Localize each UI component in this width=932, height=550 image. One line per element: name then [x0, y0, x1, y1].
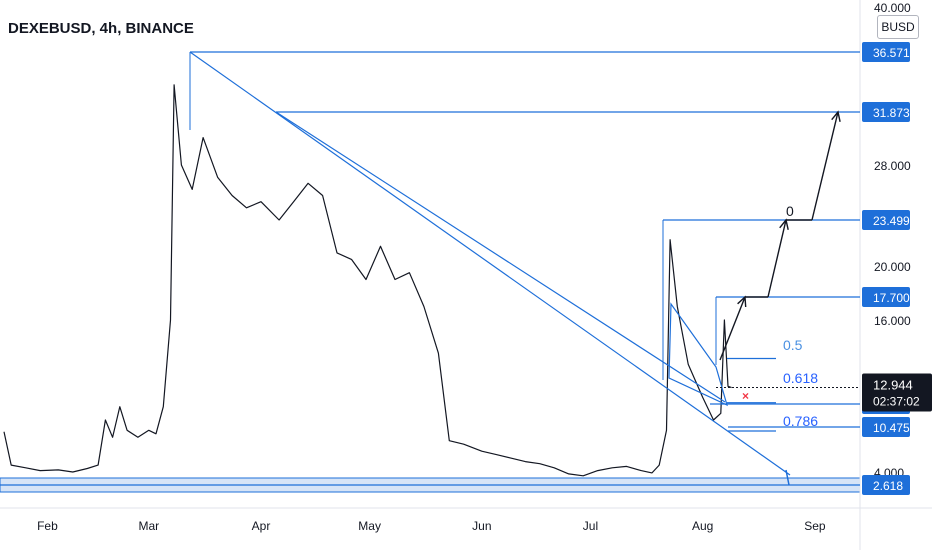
level-badge-31-873 — [862, 102, 910, 122]
level-badge-label-2-618: 2.618 — [873, 479, 903, 493]
y-tick-40-000: 40.000 — [874, 1, 911, 15]
projection-arrow-3 — [811, 111, 839, 221]
x-tick-sep: Sep — [804, 519, 826, 533]
x-tick-jun: Jun — [472, 519, 491, 533]
level-badge-label-10-475: 10.475 — [873, 421, 910, 435]
x-tick-apr: Apr — [252, 519, 271, 533]
x-tick-mar: Mar — [138, 519, 159, 533]
x-tick-may: May — [358, 519, 381, 533]
fib-label-0: 0 — [786, 203, 794, 219]
level-badge-label-17-700: 17.700 — [873, 291, 910, 305]
projection-arrow-3-head — [831, 110, 841, 122]
projection-leg-1 — [719, 339, 729, 361]
x-tick-aug: Aug — [692, 519, 713, 533]
level-badge-10-475 — [862, 417, 910, 437]
y-tick-20-000: 20.000 — [874, 260, 911, 274]
level-badge-17-700 — [862, 287, 910, 307]
level-badge-label-23-499: 23.499 — [873, 214, 910, 228]
level-badge-23-499 — [862, 210, 910, 230]
falling-wedge — [668, 302, 728, 407]
invalidation-x-icon: × — [742, 389, 749, 403]
x-tick-jul: Jul — [583, 519, 598, 533]
fib-label-0-786: 0.786 — [783, 413, 818, 429]
y-tick-28-000: 28.000 — [874, 159, 911, 173]
trendline-lower — [275, 111, 726, 403]
countdown-label: 02:37:02 — [873, 395, 920, 409]
level-badge-label-31-873: 31.873 — [873, 106, 910, 120]
fib-label-0-618: 0.618 — [783, 370, 818, 386]
chart-title: DEXEBUSD, 4h, BINANCE — [8, 20, 194, 37]
projection-arrow-1 — [727, 296, 746, 341]
current-price-label: 12.944 — [873, 378, 913, 393]
x-tick-feb: Feb — [37, 519, 58, 533]
projection-marker — [785, 469, 790, 486]
y-tick-16-000: 16.000 — [874, 314, 911, 328]
level-badge-label-36-571: 36.571 — [873, 46, 910, 60]
price-series-line — [3, 84, 732, 477]
currency-badge[interactable]: BUSD — [877, 15, 919, 39]
fib-label-0-5: 0.5 — [783, 337, 803, 353]
level-badge-36-571 — [862, 42, 910, 62]
projection-arrow-2 — [767, 219, 787, 298]
trendline-upper — [189, 51, 791, 476]
level-badge-2-618 — [862, 475, 910, 495]
current-price-badge — [862, 373, 932, 412]
